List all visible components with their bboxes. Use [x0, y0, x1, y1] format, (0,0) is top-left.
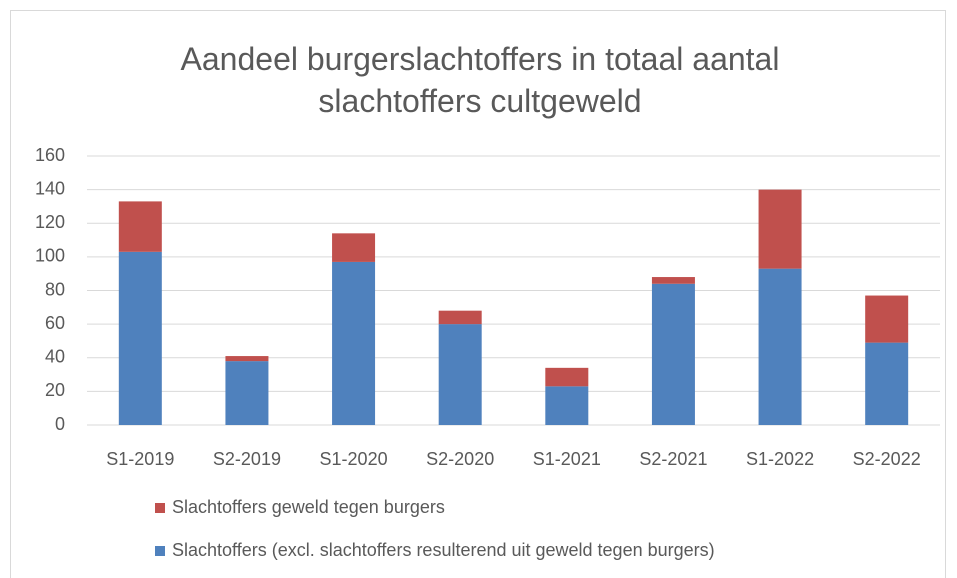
y-tick-label: 60 — [45, 313, 65, 333]
x-tick-label: S1-2019 — [106, 449, 174, 469]
bar-segment — [118, 201, 162, 252]
bar-segment — [225, 356, 269, 362]
y-tick-label: 20 — [45, 380, 65, 400]
y-tick-label: 100 — [35, 246, 65, 266]
x-tick-label: S2-2020 — [426, 449, 494, 469]
x-tick-label: S2-2022 — [853, 449, 921, 469]
x-tick-label: S1-2022 — [746, 449, 814, 469]
bar-segment — [332, 261, 376, 425]
legend-label: Slachtoffers (excl. slachtoffers resulte… — [172, 540, 715, 560]
y-tick-label: 160 — [35, 145, 65, 165]
x-tick-label: S1-2021 — [533, 449, 601, 469]
bar-segment — [438, 310, 482, 325]
legend-label: Slachtoffers geweld tegen burgers — [172, 497, 445, 517]
chart-frame — [10, 10, 946, 578]
bar-segment — [332, 233, 376, 262]
chart-title: Aandeel burgerslachtoffers in totaal aan… — [180, 41, 780, 119]
y-tick-label: 120 — [35, 212, 65, 232]
y-tick-label: 80 — [45, 279, 65, 299]
y-tick-label: 40 — [45, 347, 65, 367]
bar-segment — [865, 295, 909, 343]
y-tick-label: 0 — [55, 414, 65, 434]
legend-swatch — [155, 546, 165, 556]
bar-segment — [118, 251, 162, 425]
bar-segment — [545, 367, 589, 387]
bar-segment — [758, 189, 802, 269]
bar-segment — [438, 324, 482, 425]
x-tick-label: S2-2021 — [639, 449, 707, 469]
bar-segment — [865, 342, 909, 425]
legend-swatch — [155, 503, 165, 513]
bar-segment — [758, 268, 802, 425]
bar-segment — [651, 277, 695, 284]
bar-segment — [651, 283, 695, 425]
x-tick-label: S1-2020 — [320, 449, 388, 469]
bar-segment — [225, 361, 269, 425]
y-tick-label: 140 — [35, 178, 65, 198]
bar-segment — [545, 386, 589, 425]
x-tick-label: S2-2019 — [213, 449, 281, 469]
